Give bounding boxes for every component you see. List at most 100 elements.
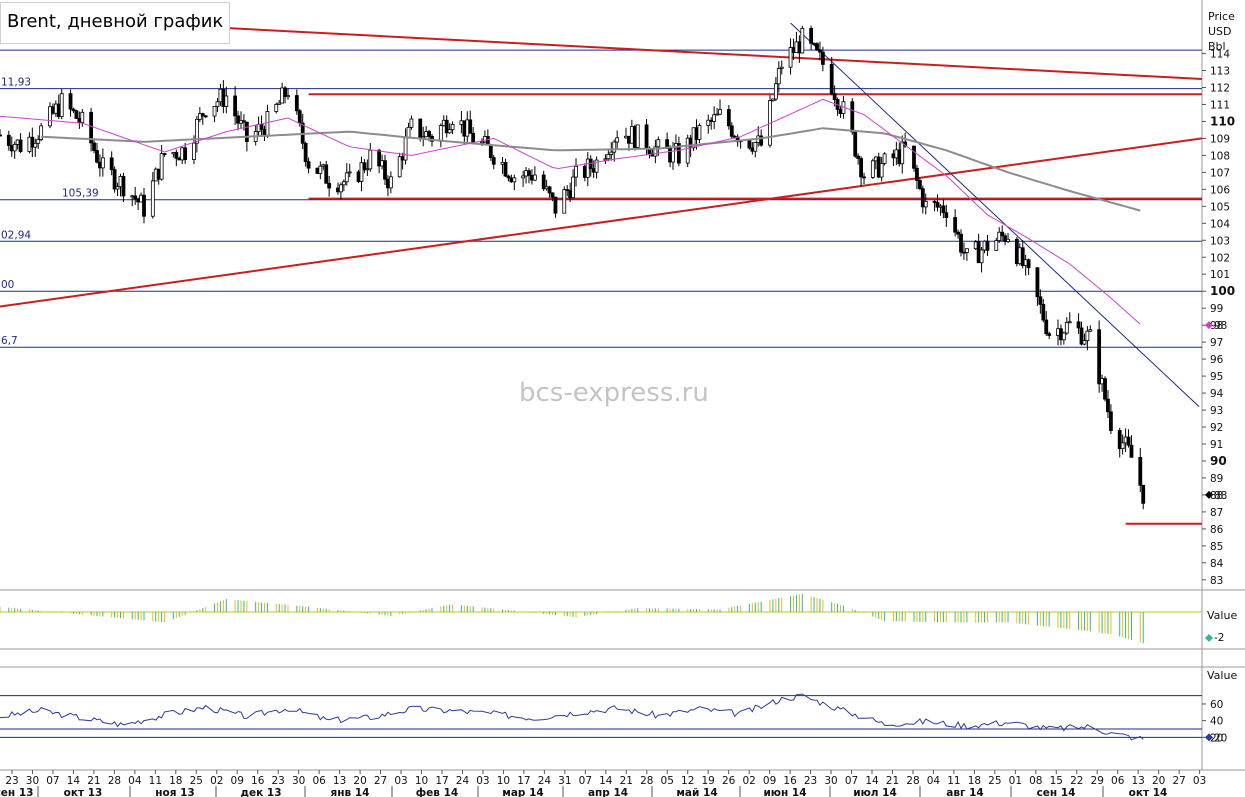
month-label: сен 13 [0, 787, 33, 797]
price-axis-header-unit: Bbl [1208, 40, 1226, 53]
candle-body [541, 174, 546, 190]
candle-body [418, 118, 423, 139]
price-axis-header-currency: USD [1208, 25, 1232, 38]
candle-body [203, 115, 208, 118]
x-tick-label: 26 [722, 775, 736, 787]
candle-body [956, 231, 960, 235]
month-label: ноя 13 [155, 787, 194, 797]
candle-body [788, 47, 793, 68]
candle-body [80, 111, 85, 123]
candle-body [1120, 442, 1125, 450]
candle-body [612, 141, 617, 153]
price-tick-label: 83 [1210, 575, 1223, 587]
candle-body [6, 134, 11, 146]
rsi-axis-header: Value [1207, 669, 1238, 682]
candle-body [644, 124, 649, 150]
candle-body [265, 111, 270, 137]
x-tick-label: 16 [251, 775, 265, 787]
x-tick-label: 13 [1132, 775, 1145, 787]
candle-body [1067, 321, 1072, 324]
candle-body [192, 142, 196, 160]
candle-body [512, 177, 517, 183]
price-tick-label: 112 [1210, 82, 1230, 94]
candle-body [92, 142, 96, 151]
price-marker-icon [1205, 321, 1213, 330]
candle-body [1076, 321, 1081, 329]
candle-body [438, 125, 443, 142]
candle-body [932, 200, 937, 203]
rsi-line [0, 693, 1144, 741]
candle-body [562, 189, 567, 214]
candle-body [870, 160, 875, 178]
candle-body [491, 157, 496, 165]
x-tick-label: 02 [210, 775, 223, 787]
candle-body [224, 95, 229, 107]
x-tick-label: 14 [67, 775, 81, 787]
candle-body [829, 64, 834, 95]
candle-body [74, 110, 79, 119]
x-tick-label: 20 [1152, 775, 1165, 787]
candle-body [1006, 238, 1010, 242]
x-tick-label: 14 [865, 775, 879, 787]
x-tick-label: 25 [988, 775, 1001, 787]
candle-body [33, 142, 38, 148]
x-tick-label: 07 [579, 775, 592, 787]
candle-body [747, 140, 752, 149]
candle-body [815, 43, 819, 51]
x-tick-label: 02 [742, 775, 755, 787]
candle-body [1079, 327, 1084, 345]
candle-body [1106, 398, 1110, 413]
x-tick-label: 19 [702, 775, 715, 787]
level-label: 6,7 [1, 335, 18, 347]
candle-body [850, 101, 855, 133]
candle-body [112, 169, 117, 190]
candle-body [327, 182, 332, 189]
candle-body [1103, 378, 1107, 400]
level-label: 105,39 [62, 188, 99, 200]
candle-body [383, 160, 387, 180]
price-tick-label: 87 [1210, 507, 1223, 519]
candle-body [142, 194, 146, 217]
x-tick-label: 07 [845, 775, 858, 787]
price-tick-label: 110 [1210, 114, 1235, 128]
price-axis-header-price: Price [1208, 10, 1235, 23]
candle-body [697, 125, 702, 140]
level-label: 00 [1, 279, 14, 291]
candle-body [820, 51, 825, 65]
candle-body [1003, 235, 1007, 242]
candle-body [609, 151, 614, 155]
candle-body [488, 144, 493, 158]
candle-body [944, 212, 949, 218]
candle-body [953, 217, 958, 233]
chart-title: Brent, дневной график [0, 2, 231, 44]
candle-body [571, 176, 575, 199]
candle-body [915, 167, 919, 181]
candle-body [397, 156, 402, 178]
x-tick-label: 12 [681, 775, 694, 787]
candle-body [1141, 484, 1146, 504]
x-tick-label: 27 [374, 775, 387, 787]
candle-body [183, 147, 188, 160]
month-label: окт 13 [64, 787, 103, 797]
x-tick-label: 09 [231, 775, 244, 787]
candle-body [588, 158, 593, 169]
candle-body [832, 93, 837, 100]
x-tick-label: 13 [333, 775, 346, 787]
candle-body [606, 154, 611, 160]
candle-body [856, 155, 861, 159]
month-label: апр 14 [588, 787, 628, 797]
candle-body [1026, 259, 1031, 269]
candle-body [318, 165, 323, 174]
candle-body [347, 171, 352, 174]
x-tick-label: 16 [783, 775, 797, 787]
month-label: окт 14 [1129, 787, 1168, 797]
price-tick-label: 95 [1210, 371, 1223, 383]
candle-body [277, 102, 282, 105]
candle-body [471, 132, 476, 144]
price-tick-label: 105 [1210, 201, 1230, 213]
candle-body [900, 141, 905, 165]
candle-body [195, 119, 199, 144]
month-label: июн 14 [763, 787, 806, 797]
candle-body [427, 131, 431, 137]
x-tick-label: 18 [169, 775, 182, 787]
